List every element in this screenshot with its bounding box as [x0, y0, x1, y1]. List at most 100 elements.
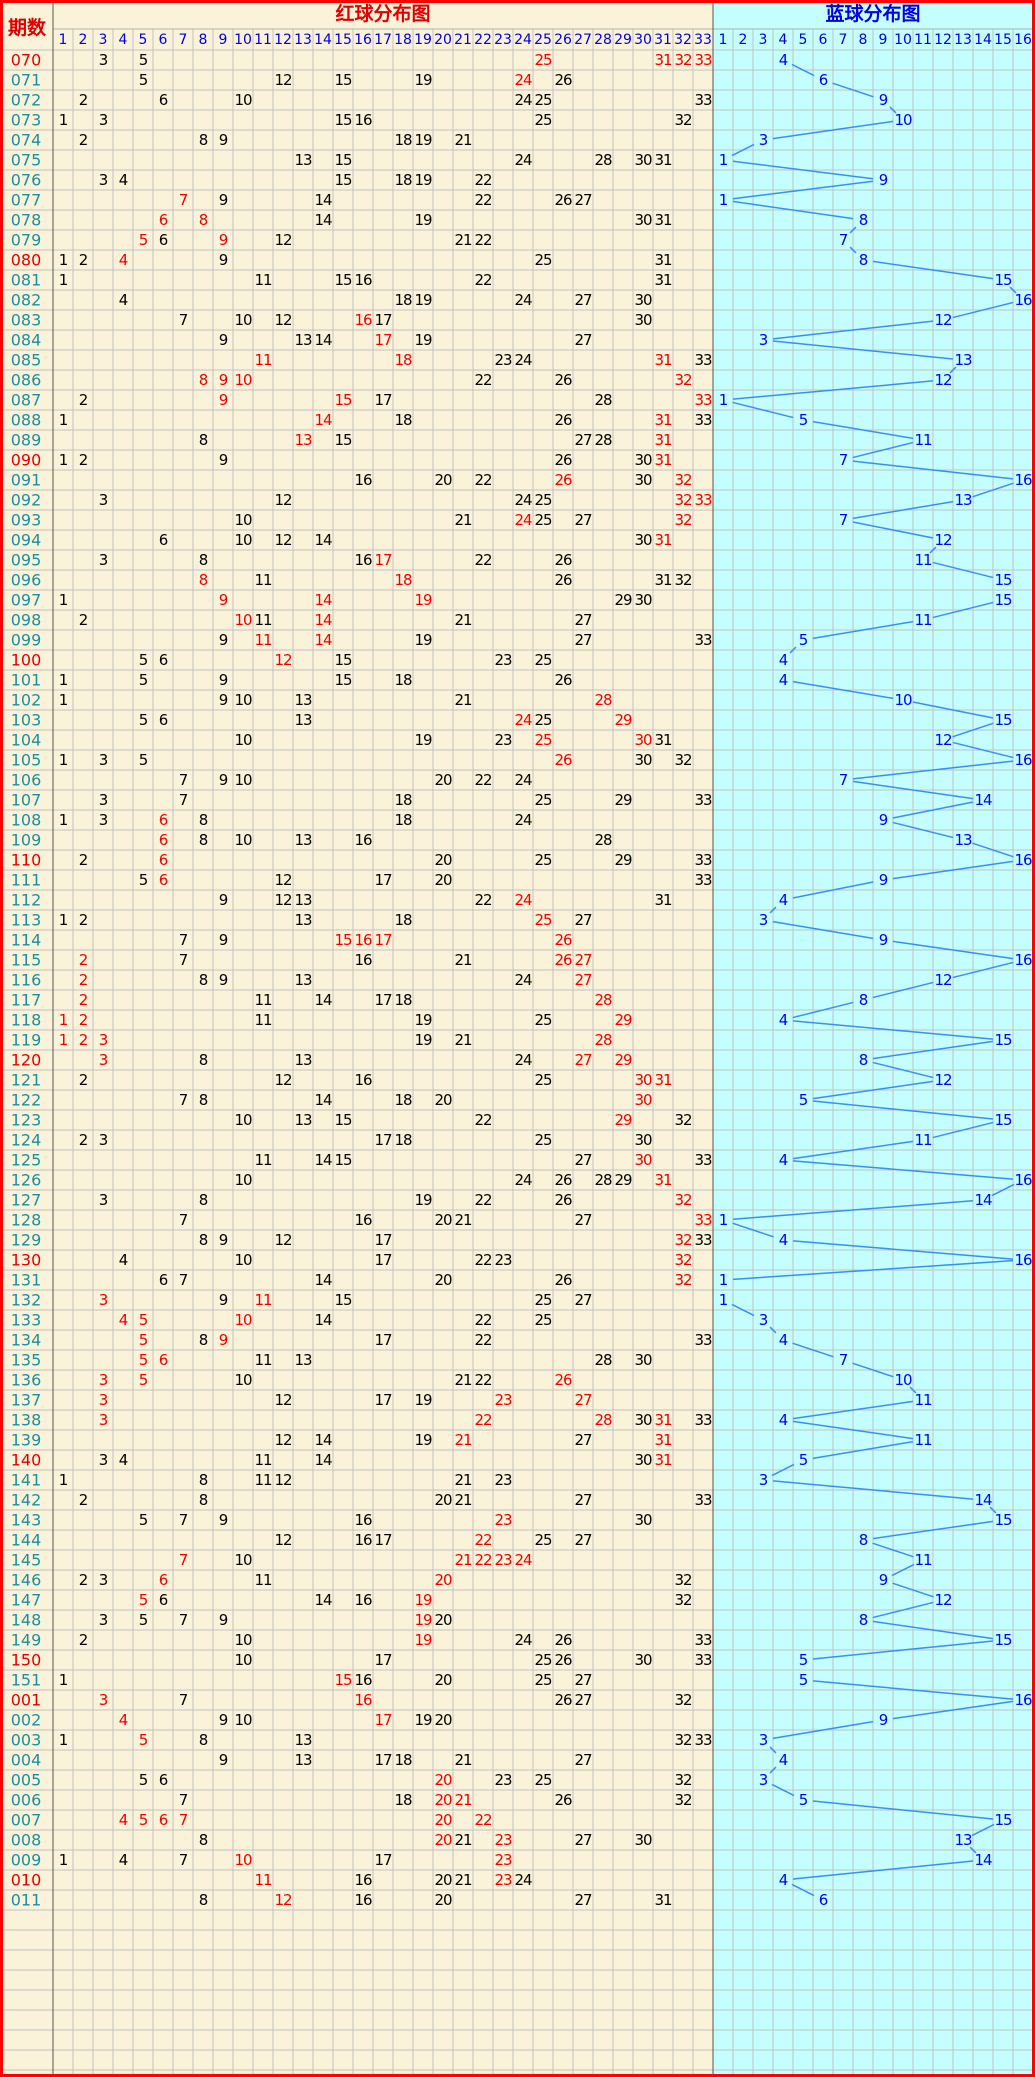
blue-ball: 16 [1014, 291, 1032, 309]
red-ball: 33 [694, 1231, 712, 1249]
blue-ball: 11 [914, 1391, 932, 1409]
blue-column-number: 10 [894, 32, 912, 48]
red-ball: 10 [234, 611, 252, 629]
red-column-number: 16 [354, 32, 372, 48]
red-ball: 22 [474, 1531, 492, 1549]
blue-ball: 13 [954, 351, 972, 369]
red-ball: 32 [674, 471, 692, 489]
red-column-number: 1 [59, 32, 68, 48]
red-ball: 5 [139, 51, 148, 69]
trend-segment [732, 1222, 774, 1238]
red-ball: 25 [534, 651, 552, 669]
red-ball: 10 [234, 1851, 252, 1869]
period: 116 [11, 971, 42, 990]
red-ball: 11 [254, 571, 272, 589]
red-ball: 2 [79, 91, 88, 109]
red-ball: 9 [219, 931, 228, 949]
red-ball: 9 [219, 671, 228, 689]
red-title: 红球分布图 [335, 2, 430, 25]
red-ball: 16 [354, 951, 372, 969]
red-ball: 4 [119, 291, 128, 309]
trend-segment [952, 301, 1014, 319]
red-ball: 11 [254, 1451, 272, 1469]
red-ball: 30 [634, 311, 652, 329]
blue-ball: 16 [1014, 851, 1032, 869]
red-ball: 27 [574, 1751, 592, 1769]
red-ball: 8 [199, 811, 208, 829]
red-ball: 33 [694, 1631, 712, 1649]
blue-column-number: 14 [974, 32, 992, 48]
period: 084 [11, 331, 42, 350]
red-ball: 18 [394, 131, 412, 149]
red-ball: 3 [99, 1291, 108, 1309]
red-ball: 22 [474, 1111, 492, 1129]
red-ball: 31 [654, 891, 672, 909]
red-ball: 13 [294, 331, 312, 349]
blue-ball: 10 [894, 691, 912, 709]
red-ball: 9 [219, 371, 228, 389]
blue-ball: 9 [879, 91, 888, 109]
period: 079 [11, 231, 42, 250]
red-column-number: 2 [79, 32, 88, 48]
red-ball: 7 [179, 1611, 188, 1629]
red-ball: 12 [274, 1231, 292, 1249]
trend-segment [952, 961, 1014, 979]
red-ball: 24 [514, 491, 532, 509]
red-ball: 6 [159, 1811, 168, 1829]
blue-column-number: 2 [739, 32, 748, 48]
trend-segment [872, 1520, 994, 1540]
red-ball: 21 [454, 611, 472, 629]
blue-ball: 1 [719, 1291, 728, 1309]
red-ball: 9 [219, 691, 228, 709]
red-ball: 13 [294, 1751, 312, 1769]
red-ball: 21 [454, 1471, 472, 1489]
red-ball: 12 [274, 1391, 292, 1409]
red-ball: 33 [694, 391, 712, 409]
red-ball: 33 [694, 1411, 712, 1429]
red-ball: 16 [354, 1211, 372, 1229]
trend-segment [872, 1040, 994, 1060]
red-ball: 3 [99, 111, 108, 129]
period: 091 [11, 471, 42, 490]
red-ball: 1 [59, 691, 68, 709]
blue-ball: 7 [839, 231, 848, 249]
red-column-number: 30 [634, 32, 652, 48]
red-ball: 13 [294, 151, 312, 169]
trend-segment [769, 1766, 777, 1774]
red-ball: 3 [99, 551, 108, 569]
red-ball: 8 [199, 831, 208, 849]
red-ball: 24 [514, 1551, 532, 1569]
red-ball: 26 [554, 1631, 572, 1649]
trend-segment [771, 1783, 795, 1797]
trend-segment [812, 1440, 914, 1460]
red-ball: 24 [514, 711, 532, 729]
blue-ball: 4 [779, 891, 788, 909]
red-ball: 1 [59, 911, 68, 929]
red-ball: 30 [634, 451, 652, 469]
red-ball: 5 [139, 671, 148, 689]
red-ball: 19 [414, 331, 432, 349]
red-ball: 2 [79, 951, 88, 969]
trend-segment [791, 63, 815, 77]
trend-segment [872, 981, 934, 999]
blue-ball: 15 [994, 571, 1012, 589]
red-ball: 30 [634, 291, 652, 309]
trend-segment [892, 821, 954, 839]
red-ball: 24 [514, 1631, 532, 1649]
red-ball: 22 [474, 271, 492, 289]
blue-ball: 5 [799, 631, 808, 649]
red-ball: 26 [554, 411, 572, 429]
red-ball: 14 [314, 1591, 332, 1609]
red-ball: 1 [59, 271, 68, 289]
blue-ball: 16 [1014, 471, 1032, 489]
red-ball: 6 [159, 831, 168, 849]
red-ball: 21 [454, 1871, 472, 1889]
red-ball: 9 [219, 191, 228, 209]
red-ball: 30 [634, 1511, 652, 1529]
period: 011 [11, 1891, 42, 1910]
red-ball: 19 [414, 71, 432, 89]
red-ball: 20 [434, 1771, 452, 1789]
red-ball: 9 [219, 1331, 228, 1349]
red-ball: 17 [374, 1851, 392, 1869]
